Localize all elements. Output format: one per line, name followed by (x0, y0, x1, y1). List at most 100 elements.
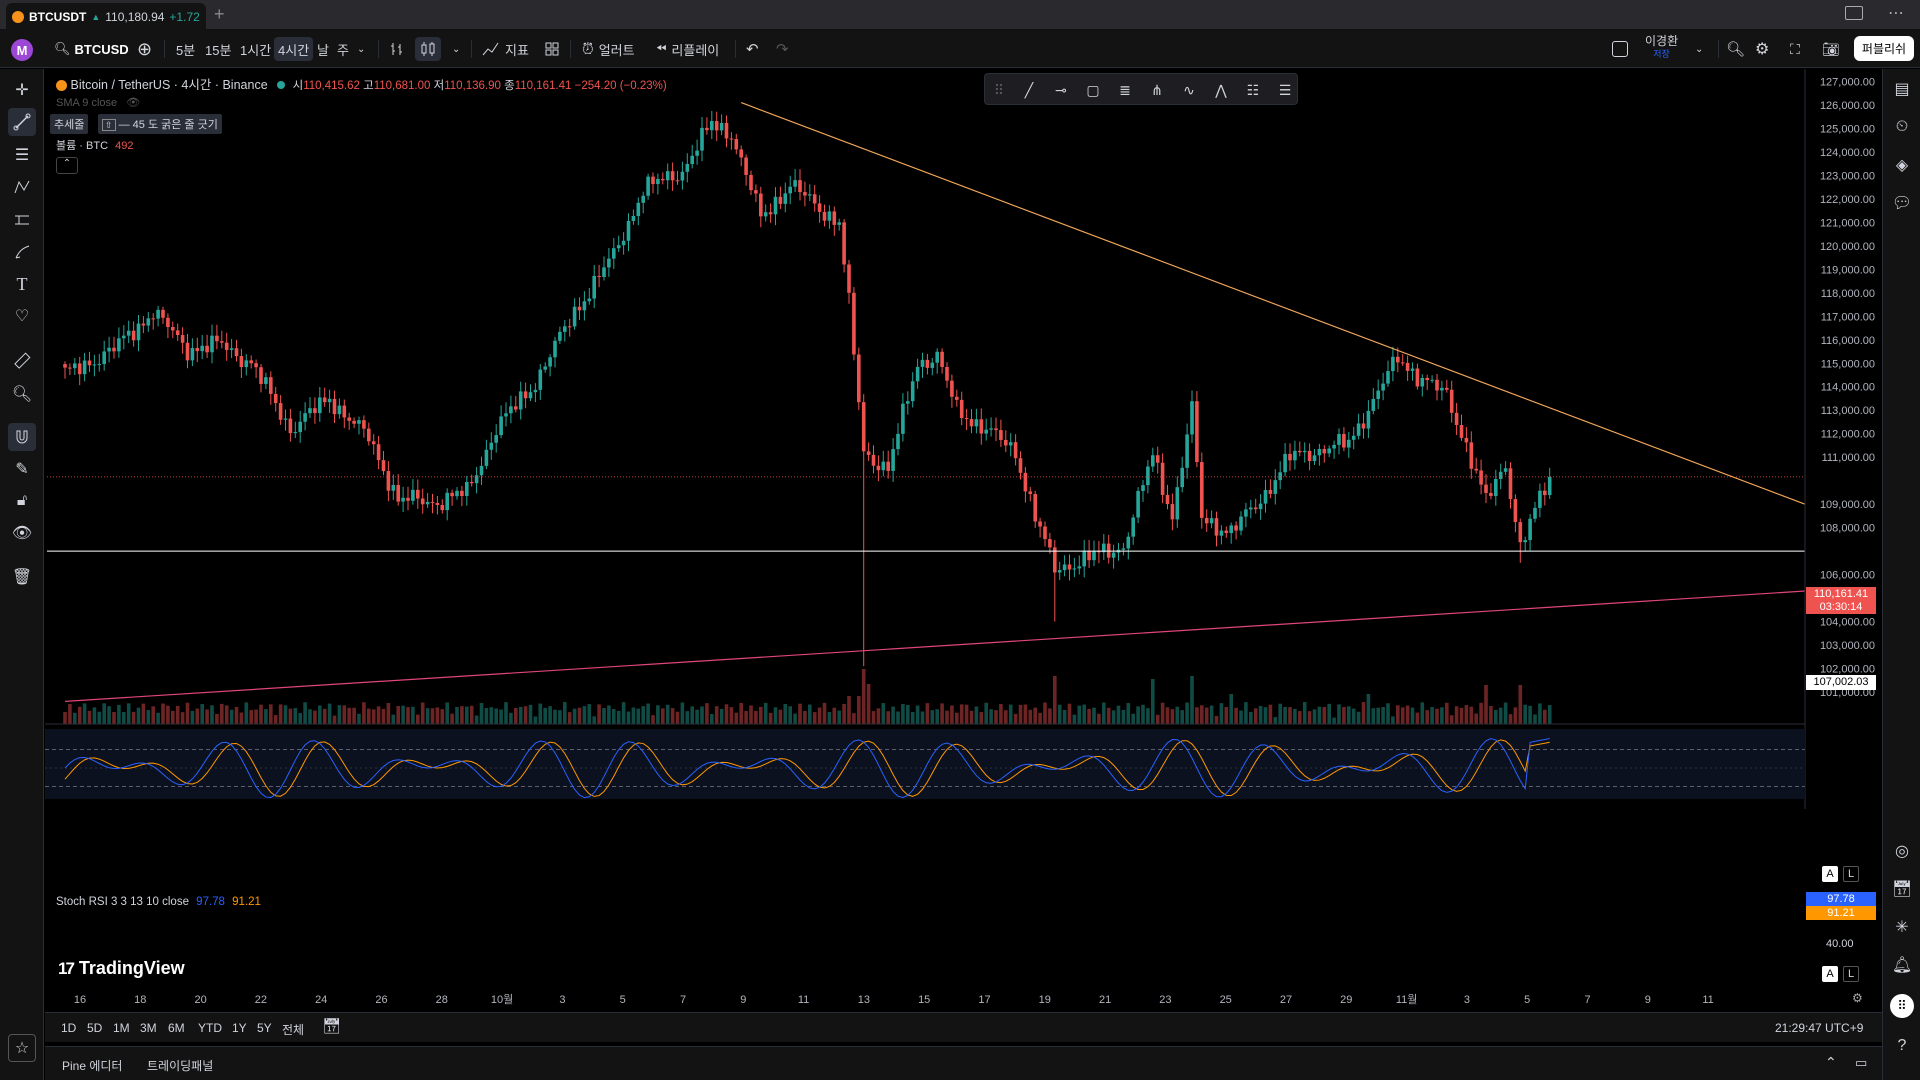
range-1m[interactable]: 1M (113, 1021, 130, 1035)
collapse-panel-icon[interactable]: ⌃ (1825, 1054, 1837, 1070)
short-position-icon[interactable]: ☰ (1278, 81, 1292, 98)
bar-style-icon[interactable] (389, 37, 405, 61)
range-1d[interactable]: 1D (61, 1021, 77, 1035)
stoch-log-scale-button[interactable]: L (1843, 966, 1859, 982)
time-axis-settings-icon[interactable]: ⚙ (1852, 991, 1863, 1005)
volume-bar (117, 704, 121, 724)
indicators-button[interactable]: 지표 (482, 37, 529, 61)
apps-grid-icon[interactable]: ⠿ (1890, 994, 1914, 1018)
range-5y[interactable]: 5Y (257, 1021, 272, 1035)
log-scale-button[interactable]: L (1843, 866, 1859, 882)
interval-week[interactable]: 주 (337, 42, 349, 58)
clock-label[interactable]: 21:29:47 UTC+9 (1775, 1021, 1864, 1035)
stoch-auto-scale-button[interactable]: A (1822, 966, 1838, 982)
chart-type-dropdown-icon[interactable]: ⌄ (452, 43, 461, 55)
chart-tab[interactable]: BTCUSDT ▲ 110,180.94 +1.72 (6, 3, 206, 30)
line-tool-icon[interactable]: ╱ (1024, 81, 1034, 98)
candle-body (1008, 442, 1013, 446)
goto-date-icon[interactable]: 📅︎ (322, 1018, 342, 1035)
crosshair-icon[interactable]: ✛ (15, 82, 29, 99)
trash-icon[interactable]: 🗑︎ (11, 569, 33, 586)
layout-square-icon[interactable] (1612, 41, 1628, 57)
alert-clock-icon[interactable]: ⏲︎ (1895, 118, 1909, 135)
candle-style-icon[interactable] (415, 37, 441, 61)
ray-tool-icon[interactable]: ⊸ (1055, 81, 1067, 98)
trading-panel-tab[interactable]: 트레이딩패널 (147, 1059, 214, 1073)
target-icon[interactable]: ◎ (1895, 843, 1909, 860)
publish-button[interactable]: 퍼블리쉬 (1854, 36, 1914, 61)
range-all[interactable]: 전체 (282, 1023, 305, 1037)
interval-1h[interactable]: 1시간 (240, 42, 272, 58)
new-tab-icon[interactable]: + (214, 4, 225, 24)
candle-body (999, 430, 1003, 440)
brush-tool-icon[interactable] (8, 238, 36, 266)
interval-15m[interactable]: 15분 (205, 42, 232, 58)
user-menu[interactable]: 이경환 저장 (1645, 35, 1678, 61)
prediction-tool-icon[interactable] (8, 206, 36, 234)
interval-4h[interactable]: 4시간 (274, 37, 314, 61)
favorite-star-icon[interactable]: ☆ (8, 1034, 36, 1062)
price-chart[interactable]: 128,000.00127,000.00126,000.00125,000.00… (45, 69, 1882, 1030)
range-ytd[interactable]: YTD (198, 1021, 222, 1035)
user-dropdown-icon[interactable]: ⌄ (1695, 43, 1704, 55)
watchlist-icon[interactable]: ▤ (1894, 81, 1910, 98)
pine-editor-tab[interactable]: Pine 에디터 (62, 1059, 123, 1073)
settings-gear-icon[interactable]: ⚙ (1755, 41, 1770, 58)
range-6m[interactable]: 6M (168, 1021, 185, 1035)
drag-handle-icon[interactable]: ⠿ (993, 81, 1005, 98)
ideas-icon[interactable]: ✳ (1895, 919, 1909, 936)
text-tool-icon[interactable]: T (16, 273, 28, 294)
replay-button[interactable]: ⏪︎ 리플레이 (656, 37, 719, 61)
descending-trendline[interactable] (740, 102, 1806, 505)
time-tick-label: 9 (740, 994, 746, 1006)
lock-pencil-icon[interactable]: ✎ (15, 461, 29, 478)
fib-tool-icon[interactable]: ☰ (14, 147, 30, 164)
undo-icon[interactable]: ↶ (746, 41, 759, 58)
templates-icon[interactable] (544, 37, 560, 61)
camera-icon[interactable]: 📷︎ (1822, 40, 1840, 57)
range-1y[interactable]: 1Y (232, 1021, 247, 1035)
maximize-panel-icon[interactable]: ▭ (1855, 1055, 1868, 1070)
interval-5m[interactable]: 5분 (176, 42, 196, 58)
layout-icon[interactable] (1845, 6, 1863, 20)
sma-legend[interactable]: SMA 9 close 👁︎ (56, 96, 140, 109)
pattern-tool-icon[interactable] (8, 173, 36, 201)
rectangle-tool-icon[interactable]: ▢ (1086, 81, 1100, 98)
trendline-tool-icon[interactable] (8, 108, 36, 136)
collapse-legend-icon[interactable]: ⌃ (56, 157, 78, 174)
symbol-search[interactable]: 🔍︎ BTCUSD (54, 37, 129, 61)
interval-dropdown-icon[interactable]: ⌄ (357, 43, 366, 55)
volume-bar (901, 704, 905, 724)
magnet-icon[interactable] (8, 423, 36, 451)
wave-pattern-icon[interactable]: ∿ (1183, 81, 1195, 98)
pitchfork-icon[interactable]: ⋔ (1151, 81, 1163, 98)
fullscreen-icon[interactable]: ⛶ (1790, 40, 1800, 57)
heart-icon[interactable]: ♡ (14, 308, 30, 325)
ruler-icon[interactable] (8, 347, 36, 375)
range-3m[interactable]: 3M (140, 1021, 157, 1035)
volume-bar (87, 710, 92, 724)
eye-icon[interactable]: 👁︎ (126, 97, 141, 109)
quick-search-icon[interactable]: 🔍︎ (1726, 41, 1746, 58)
range-5d[interactable]: 5D (87, 1021, 103, 1035)
chat-icon[interactable]: 💬︎ (1891, 195, 1913, 212)
auto-scale-button[interactable]: A (1822, 866, 1838, 882)
ascending-trendline[interactable] (64, 590, 1806, 702)
interval-day[interactable]: 날 (317, 42, 329, 58)
more-icon[interactable]: ⋯ (1888, 5, 1904, 22)
lock-icon[interactable]: 🔓︎ (16, 492, 28, 509)
eye-icon[interactable]: 👁︎ (11, 525, 33, 542)
help-icon[interactable]: ? (1897, 1037, 1907, 1054)
candle-body (881, 461, 886, 471)
bell-icon[interactable]: 🔔︎ (1891, 957, 1913, 974)
layers-icon[interactable]: ◈ (1895, 157, 1909, 174)
compare-add-icon[interactable]: ⊕ (137, 38, 153, 59)
redo-icon[interactable]: ↷ (776, 41, 789, 58)
zoom-in-icon[interactable]: 🔍︎ (11, 386, 33, 403)
alerts-button[interactable]: ⏰︎ 얼러트 (582, 37, 635, 61)
long-position-icon[interactable]: ☷ (1246, 81, 1260, 98)
avatar[interactable]: M (11, 39, 33, 61)
parallel-channel-icon[interactable]: ≣ (1119, 81, 1131, 98)
abc-pattern-icon[interactable]: ⋀ (1215, 81, 1227, 98)
calendar-icon[interactable]: 📅︎ (1891, 881, 1913, 898)
